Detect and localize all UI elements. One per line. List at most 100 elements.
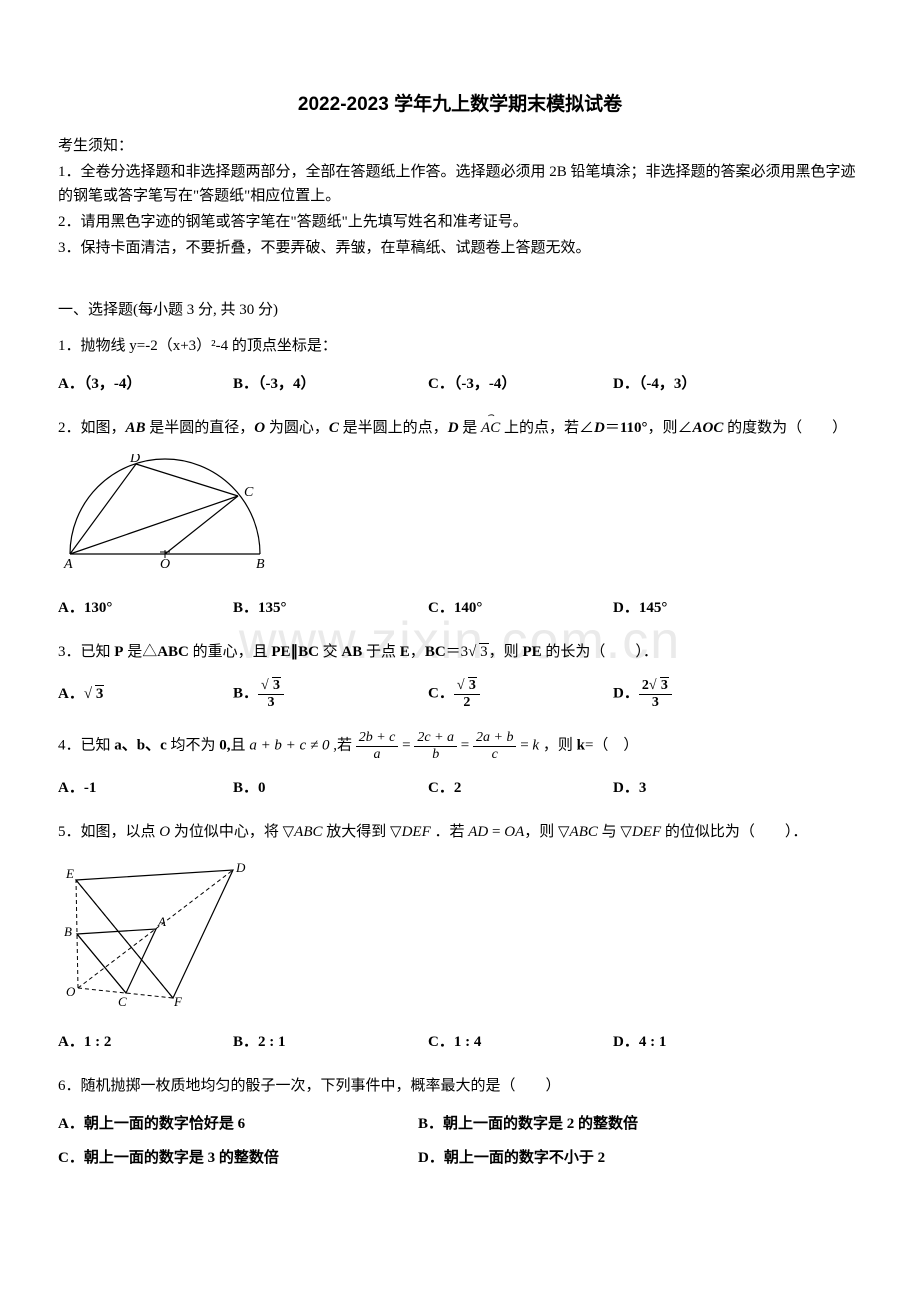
q4-k: k	[577, 738, 585, 754]
option-d: D．145°	[613, 596, 667, 620]
q4-text: 且	[231, 738, 250, 754]
q2-text: ＝	[605, 420, 620, 436]
q3-text: ，	[410, 644, 425, 660]
question-2-options: A．130° B．135° C．140° D．145°	[58, 596, 862, 620]
option-b: B．（-3，4）	[233, 372, 428, 396]
q3-text: 的重心，且	[189, 644, 272, 660]
q4-zero: 0,	[219, 738, 230, 754]
question-4-options: A．-1 B．0 C．2 D．3	[58, 776, 862, 800]
svg-text:C: C	[118, 994, 127, 1008]
option-a: A．（3，-4）	[58, 372, 233, 396]
q3-text: ，则	[489, 644, 523, 660]
option-d: D．233	[613, 678, 672, 710]
option-b: B．0	[233, 776, 428, 800]
option-b: B．135°	[233, 596, 428, 620]
sqrt-icon: 3	[84, 682, 105, 706]
triangle-icon: ▽	[283, 823, 295, 840]
fraction: 2a + bc	[473, 730, 516, 762]
q2-c: C	[329, 420, 339, 436]
fraction: 2b + ca	[356, 730, 399, 762]
notice-heading: 考生须知：	[58, 134, 862, 158]
q3-ab: AB	[341, 644, 362, 660]
svg-text:O: O	[66, 984, 76, 999]
question-3-options: A．3 B．33 C．32 D．233	[58, 678, 862, 710]
q3-text: 交	[319, 644, 342, 660]
q5-text: 为位似中心，将	[170, 824, 283, 840]
notice-item: 3．保持卡面清洁，不要折叠，不要弄破、弄皱，在草稿纸、试题卷上答题无效。	[58, 236, 862, 260]
q5-def: DEF	[402, 824, 431, 840]
option-c: C．32	[428, 678, 613, 710]
fraction: 33	[258, 678, 284, 710]
option-a: A．-1	[58, 776, 233, 800]
option-b: B．朝上一面的数字是 2 的整数倍	[418, 1112, 638, 1136]
q5-text: 与	[598, 824, 621, 840]
q3-eq: ＝	[446, 644, 461, 660]
svg-text:A: A	[157, 914, 166, 929]
opt-label: D．	[613, 686, 639, 702]
q2-aoc: AOC	[693, 420, 724, 436]
option-c: C．（-3，-4）	[428, 372, 613, 396]
question-2-figure: A O B C D	[58, 454, 862, 582]
q5-text: 5．如图，以点	[58, 824, 159, 840]
question-1-stem: 1．抛物线 y=-2（x+3）²-4 的顶点坐标是：	[58, 334, 862, 358]
q2-d: D	[448, 420, 459, 436]
q4-text: ,若	[329, 738, 355, 754]
question-6-options: A．朝上一面的数字恰好是 6 B．朝上一面的数字是 2 的整数倍 C．朝上一面的…	[58, 1112, 862, 1170]
q2-o: O	[254, 420, 265, 436]
svg-text:B: B	[64, 924, 72, 939]
q5-ad: AD	[468, 824, 488, 840]
page-content: 2022-2023 学年九上数学期末模拟试卷 考生须知： 1．全卷分选择题和非选…	[58, 90, 862, 1170]
q2-ab: AB	[126, 420, 146, 436]
q3-pe: PE	[271, 644, 290, 660]
q5-text: ．若	[431, 824, 469, 840]
option-c: C．2	[428, 776, 613, 800]
q5-text: ，则	[524, 824, 558, 840]
triangle-icon: ▽	[558, 823, 570, 840]
option-c: C．140°	[428, 596, 613, 620]
opt-label: B．	[233, 686, 258, 702]
q5-text: 放大得到	[323, 824, 391, 840]
question-5-figure: O E D F B A C	[58, 858, 862, 1016]
q2-text: ，则∠	[648, 420, 693, 436]
option-c: C．朝上一面的数字是 3 的整数倍	[58, 1146, 418, 1170]
q3-sqrt: 3	[468, 640, 489, 664]
option-b: B．33	[233, 678, 428, 710]
q5-abc2: ABC	[570, 824, 598, 840]
q3-e: E	[400, 644, 410, 660]
q5-text: 的位似比为（ ）．	[661, 824, 807, 840]
q2-deg: 110°	[620, 420, 648, 436]
q3-bc: BC	[298, 644, 319, 660]
q3-pe2: PE	[522, 644, 541, 660]
question-5-stem: 5．如图，以点 O 为位似中心，将 ▽ABC 放大得到 ▽DEF ．若 AD =…	[58, 820, 862, 844]
svg-text:C: C	[244, 485, 254, 500]
q3-text: 于点	[362, 644, 400, 660]
page-title: 2022-2023 学年九上数学期末模拟试卷	[58, 90, 862, 120]
question-6-stem: 6．随机抛掷一枚质地均匀的骰子一次，下列事件中，概率最大的是（ ）	[58, 1074, 862, 1098]
option-b: B．2 : 1	[233, 1030, 428, 1054]
option-a: A．1 : 2	[58, 1030, 233, 1054]
q2-text: 为圆心，	[265, 420, 329, 436]
notice-item: 1．全卷分选择题和非选择题两部分，全部在答题纸上作答。选择题必须用 2B 铅笔填…	[58, 160, 862, 208]
q2-text: 上的点，若∠	[500, 420, 594, 436]
option-a: A．130°	[58, 596, 233, 620]
q4-text: 均不为	[167, 738, 220, 754]
fraction: 2c + ab	[414, 730, 457, 762]
triangle-icon: ▽	[620, 823, 632, 840]
question-3-stem: 3．已知 P 是△ABC 的重心，且 PE∥BC 交 AB 于点 E，BC＝33…	[58, 640, 862, 664]
option-d: D．4 : 1	[613, 1030, 666, 1054]
svg-text:E: E	[65, 866, 74, 881]
q4-cond: a + b + c ≠ 0	[249, 738, 329, 754]
q2-text: 的度数为（ ）	[723, 420, 847, 436]
triangle-icon: ▽	[390, 823, 402, 840]
q4-abc: a、b、c	[114, 738, 167, 754]
fraction: 32	[454, 678, 480, 710]
option-a: A．3	[58, 682, 233, 706]
question-2-stem: 2．如图，AB 是半圆的直径，O 为圆心，C 是半圆上的点，D 是 AC 上的点…	[58, 416, 862, 440]
q4-text: =（ ）	[585, 738, 638, 754]
q3-val: 3	[461, 644, 469, 660]
option-d: D．3	[613, 776, 646, 800]
q3-par: ∥	[291, 644, 299, 660]
q4-text: ，则	[543, 738, 577, 754]
option-c: C．1 : 4	[428, 1030, 613, 1054]
q5-o: O	[159, 824, 170, 840]
